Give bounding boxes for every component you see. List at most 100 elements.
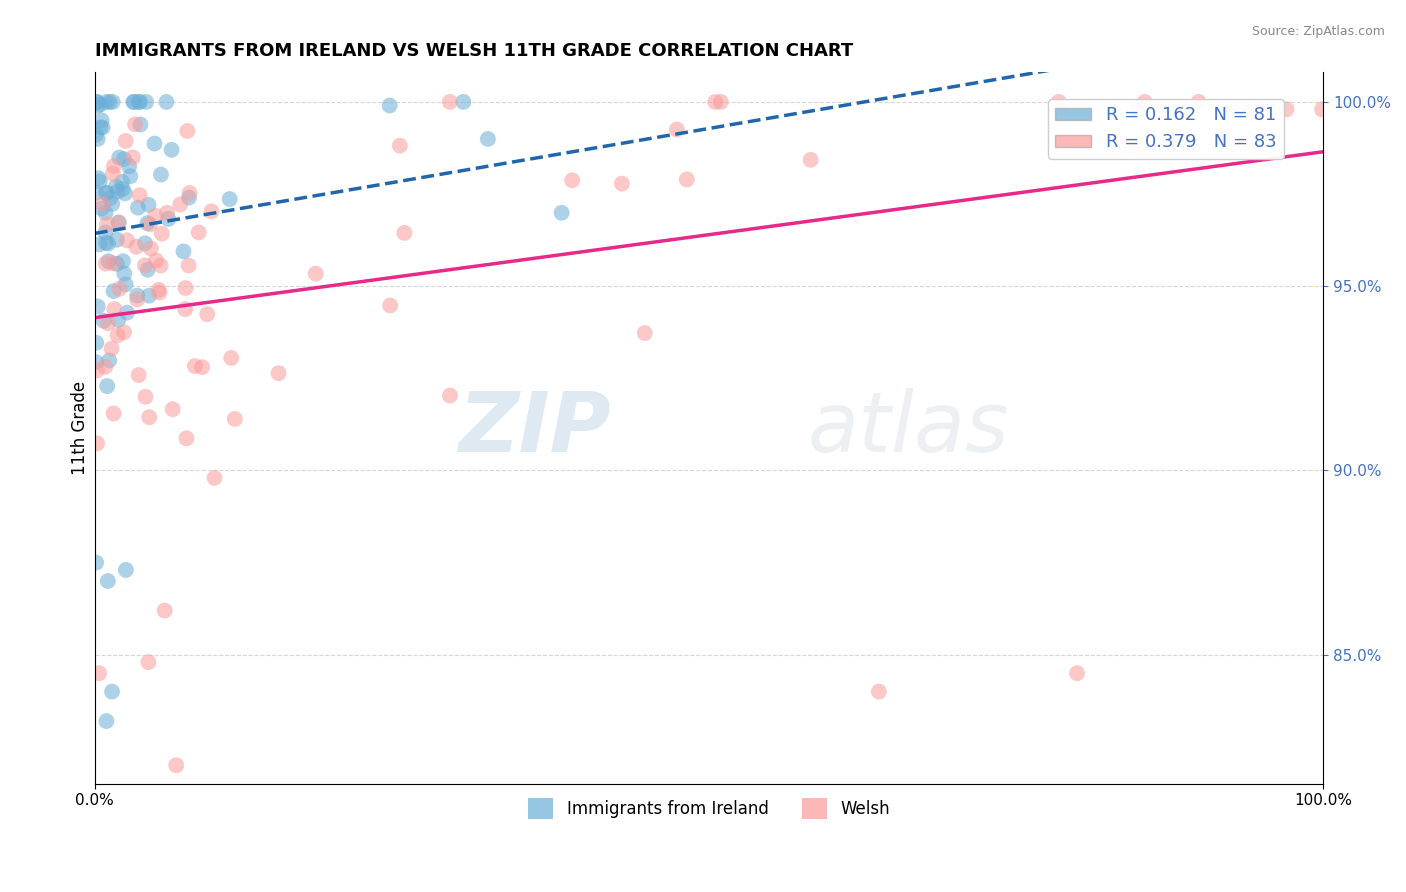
Point [129, 118, 152, 132]
Point [94, 186, 117, 200]
Point [267, 366, 290, 380]
Legend: Immigrants from Ireland, Welsh: Immigrants from Ireland, Welsh [522, 791, 897, 825]
Point [112, 152, 135, 166]
Point [98, 191, 121, 205]
Point [174, 301, 197, 316]
Point [1310, 103, 1333, 117]
Point [121, 150, 143, 164]
Point [84, 355, 107, 369]
Point [1133, 95, 1156, 109]
Point [101, 684, 124, 698]
Point [93, 314, 115, 328]
Point [101, 256, 124, 270]
Point [105, 257, 128, 271]
Point [1119, 139, 1142, 153]
Point [1239, 103, 1261, 117]
Point [84, 556, 107, 570]
Point [127, 201, 149, 215]
Point [305, 267, 328, 281]
Point [145, 253, 167, 268]
Point [157, 211, 180, 226]
Point [96, 379, 118, 393]
Point [114, 134, 136, 148]
Text: atlas: atlas [807, 388, 1010, 468]
Point [90, 202, 112, 216]
Point [224, 412, 246, 426]
Point [91, 197, 114, 211]
Point [134, 390, 156, 404]
Point [1047, 95, 1070, 109]
Point [149, 168, 172, 182]
Point [184, 359, 207, 373]
Point [134, 258, 156, 272]
Point [138, 198, 160, 212]
Point [561, 173, 583, 187]
Point [127, 288, 149, 302]
Point [94, 359, 117, 374]
Point [115, 233, 138, 247]
Point [138, 410, 160, 425]
Point [90, 113, 112, 128]
Point [1222, 103, 1244, 117]
Point [204, 471, 226, 485]
Point [439, 95, 461, 109]
Point [101, 167, 124, 181]
Point [174, 281, 197, 295]
Point [176, 431, 198, 445]
Point [96, 714, 118, 728]
Point [122, 95, 145, 109]
Point [111, 175, 134, 189]
Point [86, 300, 108, 314]
Point [378, 98, 401, 112]
Point [107, 313, 129, 327]
Point [104, 179, 127, 194]
Point [84, 95, 107, 109]
Point [118, 159, 141, 173]
Point [103, 159, 125, 173]
Point [89, 174, 111, 188]
Point [1066, 666, 1088, 681]
Point [165, 758, 187, 772]
Point [143, 136, 166, 151]
Point [868, 684, 890, 698]
Point [675, 172, 697, 186]
Point [634, 326, 657, 340]
Point [111, 254, 134, 268]
Point [200, 204, 222, 219]
Point [148, 283, 170, 297]
Point [96, 95, 118, 109]
Point [219, 351, 242, 365]
Point [156, 205, 179, 219]
Point [122, 95, 145, 109]
Point [710, 95, 733, 109]
Point [439, 388, 461, 402]
Point [125, 240, 148, 254]
Y-axis label: 11th Grade: 11th Grade [72, 381, 89, 475]
Point [101, 197, 124, 211]
Point [378, 298, 401, 312]
Point [87, 666, 110, 681]
Point [139, 218, 162, 232]
Point [129, 95, 152, 109]
Point [108, 151, 131, 165]
Point [610, 177, 633, 191]
Point [89, 237, 111, 252]
Point [96, 217, 118, 231]
Point [177, 259, 200, 273]
Point [143, 209, 166, 223]
Point [87, 132, 110, 146]
Point [89, 97, 111, 112]
Point [91, 120, 114, 135]
Point [86, 95, 108, 109]
Point [120, 169, 142, 184]
Point [94, 226, 117, 240]
Point [1275, 103, 1298, 117]
Point [103, 301, 125, 316]
Point [550, 206, 572, 220]
Point [84, 128, 107, 142]
Point [94, 257, 117, 271]
Point [136, 262, 159, 277]
Point [139, 241, 162, 255]
Point [86, 363, 108, 377]
Point [128, 368, 150, 382]
